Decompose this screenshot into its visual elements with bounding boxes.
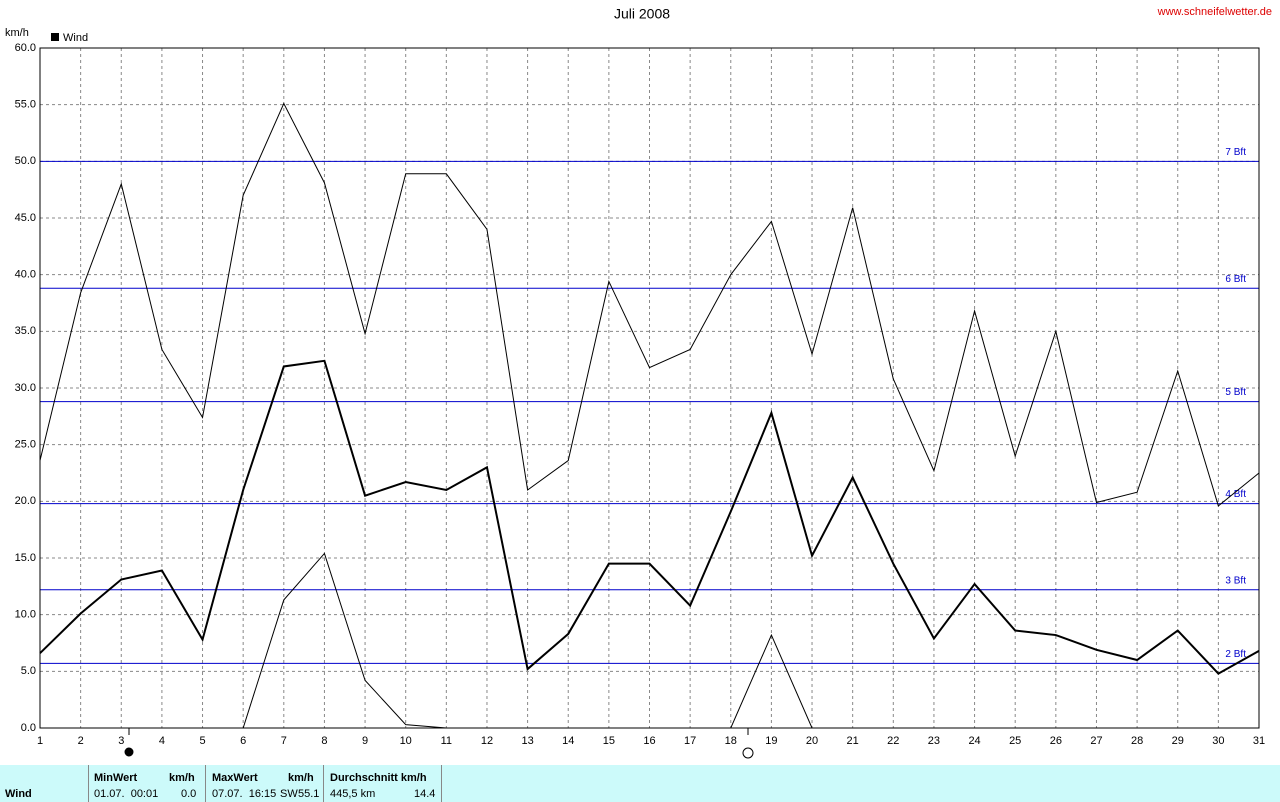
x-tick-label: 30: [1212, 735, 1224, 747]
min-date: 01.07. 00:01: [94, 788, 159, 800]
y-tick-label: 0.0: [21, 722, 36, 734]
min-unit: km/h: [169, 772, 195, 784]
x-tick-label: 8: [321, 735, 327, 747]
x-tick-label: 6: [240, 735, 246, 747]
reference-label: 4 Bft: [1225, 489, 1246, 500]
y-tick-label: 55.0: [15, 99, 36, 111]
x-tick-label: 5: [199, 735, 205, 747]
moon-symbol: [742, 747, 754, 759]
x-tick-label: 19: [765, 735, 777, 747]
x-tick-label: 27: [1090, 735, 1102, 747]
x-tick-label: 25: [1009, 735, 1021, 747]
x-tick-label: 28: [1131, 735, 1143, 747]
x-tick-label: 1: [37, 735, 43, 747]
reference-label: 7 Bft: [1225, 147, 1246, 158]
series-line: [39, 359, 1260, 675]
series-line: [39, 102, 1260, 507]
y-tick-label: 30.0: [15, 382, 36, 394]
y-tick-label: 20.0: [15, 495, 36, 507]
y-tick-label: 50.0: [15, 155, 36, 167]
x-tick-label: 18: [725, 735, 737, 747]
x-tick-label: 17: [684, 735, 696, 747]
max-date: 07.07. 16:15: [212, 788, 277, 800]
row-label: Wind: [5, 788, 32, 800]
max-direction: SW: [280, 788, 298, 800]
x-tick-label: 13: [521, 735, 533, 747]
x-tick-label: 12: [481, 735, 493, 747]
chart: Juli 2008 www.schneifelwetter.de km/h Wi…: [5, 6, 1272, 759]
x-tick-label: 22: [887, 735, 899, 747]
y-tick-label: 15.0: [15, 552, 36, 564]
min-header: MinWert: [94, 772, 138, 784]
mean-value: 14.4: [414, 788, 436, 800]
x-tick-label: 20: [806, 735, 818, 747]
x-tick-label: 26: [1050, 735, 1062, 747]
summary-panel: Wind MinWert km/h 01.07. 00:01 0.0 MaxWe…: [0, 765, 1280, 802]
x-tick-label: 4: [159, 735, 165, 747]
x-tick-label: 9: [362, 735, 368, 747]
separator: [88, 765, 89, 802]
reference-label: 2 Bft: [1225, 649, 1246, 660]
y-tick-label: 45.0: [15, 212, 36, 224]
source: www.schneifelwetter.de: [1157, 6, 1272, 18]
legend-swatch: [51, 33, 59, 41]
y-tick-label: 40.0: [15, 269, 36, 281]
y-tick-label: 25.0: [15, 439, 36, 451]
x-tick-label: 31: [1253, 735, 1265, 747]
x-tick-label: 10: [400, 735, 412, 747]
chart-title: Juli 2008: [614, 6, 670, 22]
y-tick-label: 35.0: [15, 325, 36, 337]
reference-label: 3 Bft: [1225, 575, 1246, 586]
max-unit: km/h: [288, 772, 314, 784]
y-axis-label: km/h: [5, 27, 29, 39]
x-tick-label: 24: [968, 735, 980, 747]
max-value: 55.1: [298, 788, 320, 800]
x-tick-label: 3: [118, 735, 124, 747]
mean-header: Durchschnitt km/h: [330, 772, 427, 784]
reference-label: 6 Bft: [1225, 274, 1246, 285]
mean-total: 445,5 km: [330, 788, 376, 800]
max-header: MaxWert: [212, 772, 258, 784]
y-tick-label: 10.0: [15, 609, 36, 621]
plot-frame: [39, 47, 1260, 729]
reference-label: 5 Bft: [1225, 387, 1246, 398]
x-tick-label: 29: [1172, 735, 1184, 747]
min-value: 0.0: [181, 788, 197, 800]
x-tick-label: 23: [928, 735, 940, 747]
x-tick-label: 2: [78, 735, 84, 747]
y-tick-label: 60.0: [15, 42, 36, 54]
x-tick-label: 16: [643, 735, 655, 747]
moon-symbol: [124, 747, 134, 757]
separator: [205, 765, 206, 802]
legend-label: Wind: [63, 32, 88, 44]
y-tick-label: 5.0: [21, 665, 36, 677]
x-tick-label: 15: [603, 735, 615, 747]
x-tick-label: 7: [281, 735, 287, 747]
separator: [323, 765, 324, 802]
x-tick-label: 21: [847, 735, 859, 747]
x-tick-label: 14: [562, 735, 574, 747]
separator: [441, 765, 442, 802]
x-tick-label: 11: [441, 735, 452, 747]
